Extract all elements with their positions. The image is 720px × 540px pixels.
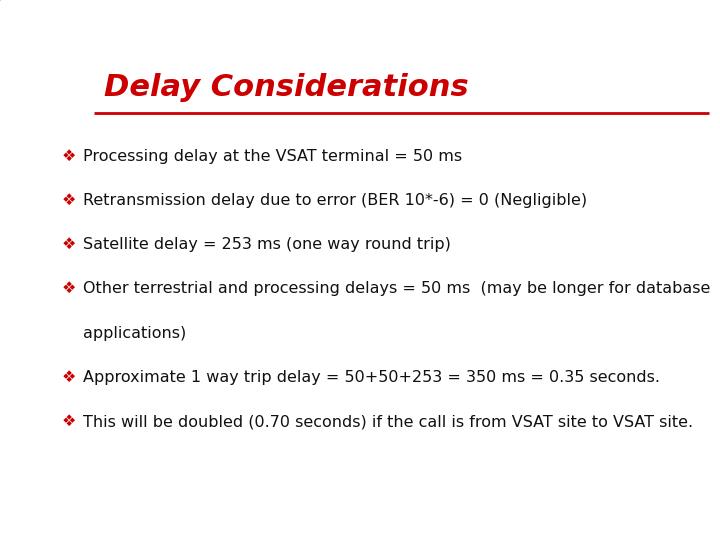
Text: ❖: ❖ bbox=[61, 148, 76, 164]
Text: Retransmission delay due to error (BER 10*-6) = 0 (Negligible): Retransmission delay due to error (BER 1… bbox=[83, 193, 587, 208]
Text: ❖: ❖ bbox=[61, 237, 76, 252]
Text: Approximate 1 way trip delay = 50+50+253 = 350 ms = 0.35 seconds.: Approximate 1 way trip delay = 50+50+253… bbox=[83, 370, 660, 385]
Text: This will be doubled (0.70 seconds) if the call is from VSAT site to VSAT site.: This will be doubled (0.70 seconds) if t… bbox=[83, 414, 693, 429]
Text: ❖: ❖ bbox=[61, 281, 76, 296]
Text: Delay Considerations: Delay Considerations bbox=[104, 73, 469, 102]
Text: Processing delay at the VSAT terminal = 50 ms: Processing delay at the VSAT terminal = … bbox=[83, 148, 462, 164]
Text: ❖: ❖ bbox=[61, 370, 76, 385]
Text: ❖: ❖ bbox=[61, 193, 76, 208]
Text: Satellite delay = 253 ms (one way round trip): Satellite delay = 253 ms (one way round … bbox=[83, 237, 451, 252]
Text: ❖: ❖ bbox=[61, 414, 76, 429]
Text: applications): applications) bbox=[83, 326, 186, 341]
Text: Other terrestrial and processing delays = 50 ms  (may be longer for database: Other terrestrial and processing delays … bbox=[83, 281, 710, 296]
